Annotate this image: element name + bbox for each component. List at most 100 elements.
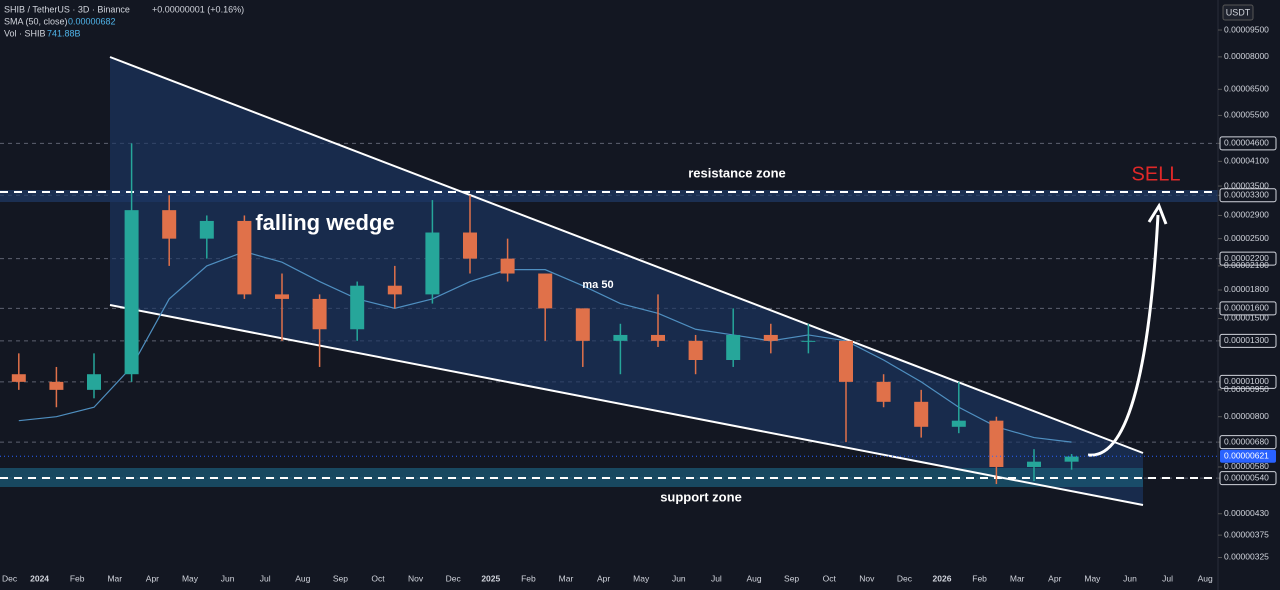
x-tick-label: Jun [1123,573,1137,583]
candle-body [801,340,816,342]
x-tick-label: Feb [521,573,536,583]
arrow [1087,214,1160,457]
candle-body [726,334,741,361]
x-tick-label: 2026 [933,573,952,583]
x-tick-label: Apr [146,573,159,583]
x-tick-label: Sep [333,573,348,583]
candle-body [387,285,402,295]
x-tick-label: Mar [107,573,122,583]
candle-body [500,258,515,274]
y-tick-label: 0.00001500 [1224,313,1269,323]
x-tick-label: Jun [221,573,235,583]
wedge-area [110,57,1143,505]
vol-value: 741.88B [47,28,81,38]
y-tick-label: 0.00000375 [1224,529,1269,539]
y-tick-label: 0.00001300 [1224,335,1269,345]
y-tick-box [1219,188,1277,203]
y-tick-box [1219,435,1277,450]
x-tick-label: Aug [295,573,310,583]
x-tick-label: May [1084,573,1101,583]
candle-body [1064,456,1079,462]
x-tick-label: 2024 [30,573,49,583]
ma-label: ma 50 [582,279,613,291]
candle-body [651,334,665,341]
x-tick-label: Aug [746,573,761,583]
price-axis-panel [1218,0,1280,590]
x-tick-label: Jun [672,573,686,583]
y-tick-label: 0.00009500 [1224,24,1269,34]
x-tick-label: Sep [784,573,799,583]
y-tick-label: 0.00003500 [1224,180,1269,190]
candle-body [914,401,929,427]
last-price-box [1220,449,1276,463]
sma-line [18,251,1072,443]
arrow-head [1147,202,1168,225]
y-tick-label: 0.00004100 [1224,156,1269,166]
sma-name: SMA (50, close) [4,16,68,26]
x-tick-label: Apr [1048,573,1061,583]
y-tick-box [1219,471,1277,486]
y-tick-label: 0.00000950 [1224,384,1269,394]
x-tick-label: May [182,573,199,583]
y-tick-label: 0.00001000 [1224,376,1269,386]
x-tick-label: Jul [1162,573,1173,583]
resistance-label: resistance zone [688,165,786,180]
candle-body [1027,461,1041,467]
symbol: SHIB / TetherUS · 3D · Binance [4,4,130,14]
wedge-upper [109,56,1144,454]
candle-body [199,220,214,239]
x-tick-label: Oct [371,573,385,583]
y-tick-label: 0.00004600 [1224,138,1269,148]
y-tick-box [1219,333,1277,348]
x-tick-label: Feb [70,573,85,583]
candle-body [275,294,289,299]
x-tick-label: Mar [1010,573,1025,583]
y-tick-label: 0.00002200 [1224,253,1269,263]
candle-body [613,334,628,341]
change: +0.00000001 (+0.16%) [152,4,244,14]
y-tick-label: 0.00002100 [1224,260,1269,270]
currency: USDT [1226,7,1251,17]
y-tick-label: 0.00000680 [1224,436,1269,446]
y-tick-label: 0.00003300 [1224,190,1269,200]
y-tick-label: 0.00008000 [1224,51,1269,61]
y-tick-box [1219,374,1277,389]
candle-body [538,273,553,309]
candle-body [989,420,1004,467]
vol-name: Vol · SHIB [4,28,46,38]
candle-body [688,340,703,361]
x-tick-label: Mar [559,573,574,583]
last-price-label: 0.00000621 [1224,451,1269,461]
y-tick-label: 0.00000800 [1224,411,1269,421]
y-tick-box [1219,301,1277,316]
x-tick-label: Dec [446,573,462,583]
candle-body [87,374,101,390]
y-tick-label: 0.00000325 [1224,552,1269,562]
pattern-label: falling wedge [255,210,394,235]
x-tick-label: Dec [2,573,18,583]
y-tick-label: 0.00000540 [1224,472,1269,482]
x-tick-label: Apr [597,573,610,583]
candle-body [49,381,64,390]
y-tick-label: 0.00002500 [1224,233,1269,243]
support-band [0,468,1143,487]
sma-value: 0.00000682 [68,16,116,26]
x-tick-label: Jul [711,573,722,583]
y-tick-label: 0.00006500 [1224,84,1269,94]
y-tick-label: 0.00002900 [1224,210,1269,220]
x-tick-label: Feb [972,573,987,583]
candle-body [350,285,365,330]
x-tick-label: Oct [823,573,837,583]
candle-body [876,381,891,402]
x-tick-label: 2025 [481,573,500,583]
y-tick-label: 0.00000580 [1224,461,1269,471]
candle-body [237,220,252,295]
x-tick-label: Nov [408,573,424,583]
x-tick-label: Nov [859,573,875,583]
candle-body [312,298,327,330]
y-tick-label: 0.00001800 [1224,284,1269,294]
support-label: support zone [660,489,742,504]
candle-body [839,340,853,382]
